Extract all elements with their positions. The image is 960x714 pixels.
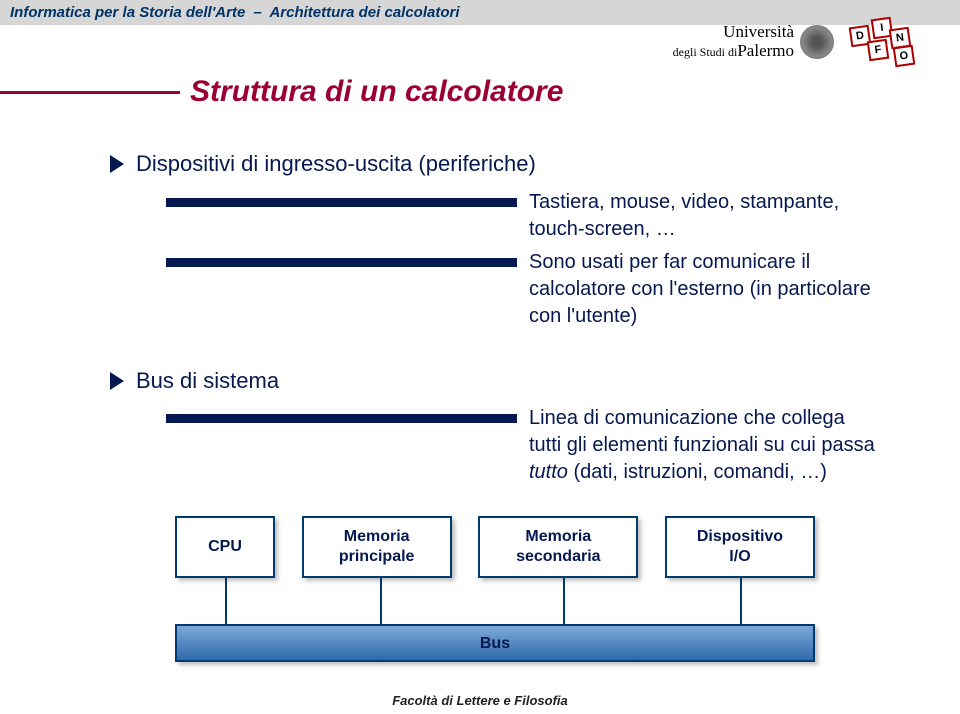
diagram-box-io: Dispositivo I/O [665, 516, 815, 578]
title-accent-line [0, 91, 180, 94]
box-memp-line2: principale [339, 547, 415, 567]
peripherals-sublist: Tastiera, mouse, video, stampante, touch… [166, 189, 880, 330]
bus-desc-b: tutto [529, 461, 568, 483]
uni-line2: Palermo [737, 41, 794, 60]
diagram-box-mem-secondary: Memoria secondaria [478, 516, 638, 578]
connector-line [740, 578, 742, 624]
slide-title: Struttura di un calcolatore [190, 75, 563, 109]
connector-line [563, 578, 565, 624]
title-row: Struttura di un calcolatore [0, 75, 960, 109]
bullet-peripherals-text: Dispositivi di ingresso-uscita (periferi… [136, 149, 536, 179]
diagram-connectors [175, 578, 815, 624]
square-bullet-icon [166, 414, 517, 423]
header-sep: – [249, 4, 265, 21]
sub-item-purpose: Sono usati per far comunicare il calcola… [166, 249, 880, 330]
box-cpu-line1: CPU [208, 537, 242, 557]
bus-sublist: Linea di comunicazione che collega tutti… [166, 405, 880, 486]
university-emblem-icon [800, 25, 834, 59]
box-memp-line1: Memoria [344, 527, 410, 547]
uni-line1: Università [723, 22, 794, 41]
logo-area: Università degli Studi diPalermo D I N F… [673, 18, 920, 66]
uni-small: degli Studi di [673, 45, 738, 59]
square-bullet-icon [166, 198, 517, 207]
diagram-box-mem-primary: Memoria principale [302, 516, 452, 578]
bullet-bus: Bus di sistema [110, 366, 880, 396]
diagram-box-cpu: CPU [175, 516, 275, 578]
bullet-bus-text: Bus di sistema [136, 366, 279, 396]
sub-item-bus-desc: Linea di comunicazione che collega tutti… [166, 405, 880, 486]
box-mems-line2: secondaria [516, 547, 600, 567]
box-mems-line1: Memoria [525, 527, 591, 547]
footer: Facoltà di Lettere e Filosofia [0, 693, 960, 708]
dinfo-logo: D I N F O [850, 18, 920, 66]
dinfo-cube-f: F [867, 39, 890, 62]
sub-devices-text: Tastiera, mouse, video, stampante, touch… [529, 189, 880, 243]
university-logo-text: Università degli Studi diPalermo [673, 23, 794, 60]
header-right: Architettura dei calcolatori [269, 4, 459, 21]
dinfo-cube-o: O [893, 45, 916, 68]
sub-bus-desc-text: Linea di comunicazione che collega tutti… [529, 405, 880, 486]
content-area: Dispositivi di ingresso-uscita (periferi… [0, 109, 960, 662]
bus-desc-c: (dati, istruzioni, comandi, …) [568, 461, 827, 483]
header-left: Informatica per la Storia dell'Arte [10, 4, 245, 21]
sub-purpose-text: Sono usati per far comunicare il calcola… [529, 249, 880, 330]
bus-diagram: CPU Memoria principale Memoria secondari… [175, 516, 815, 662]
diagram-bus-bar: Bus [175, 624, 815, 662]
box-io-line2: I/O [729, 547, 750, 567]
bus-label: Bus [480, 633, 510, 655]
arrow-icon [110, 372, 124, 390]
bullet-peripherals: Dispositivi di ingresso-uscita (periferi… [110, 149, 880, 179]
box-io-line1: Dispositivo [697, 527, 783, 547]
connector-line [380, 578, 382, 624]
connector-line [225, 578, 227, 624]
diagram-boxes-row: CPU Memoria principale Memoria secondari… [175, 516, 815, 578]
square-bullet-icon [166, 258, 517, 267]
arrow-icon [110, 155, 124, 173]
bus-desc-a: Linea di comunicazione che collega tutti… [529, 407, 875, 456]
sub-item-devices: Tastiera, mouse, video, stampante, touch… [166, 189, 880, 243]
